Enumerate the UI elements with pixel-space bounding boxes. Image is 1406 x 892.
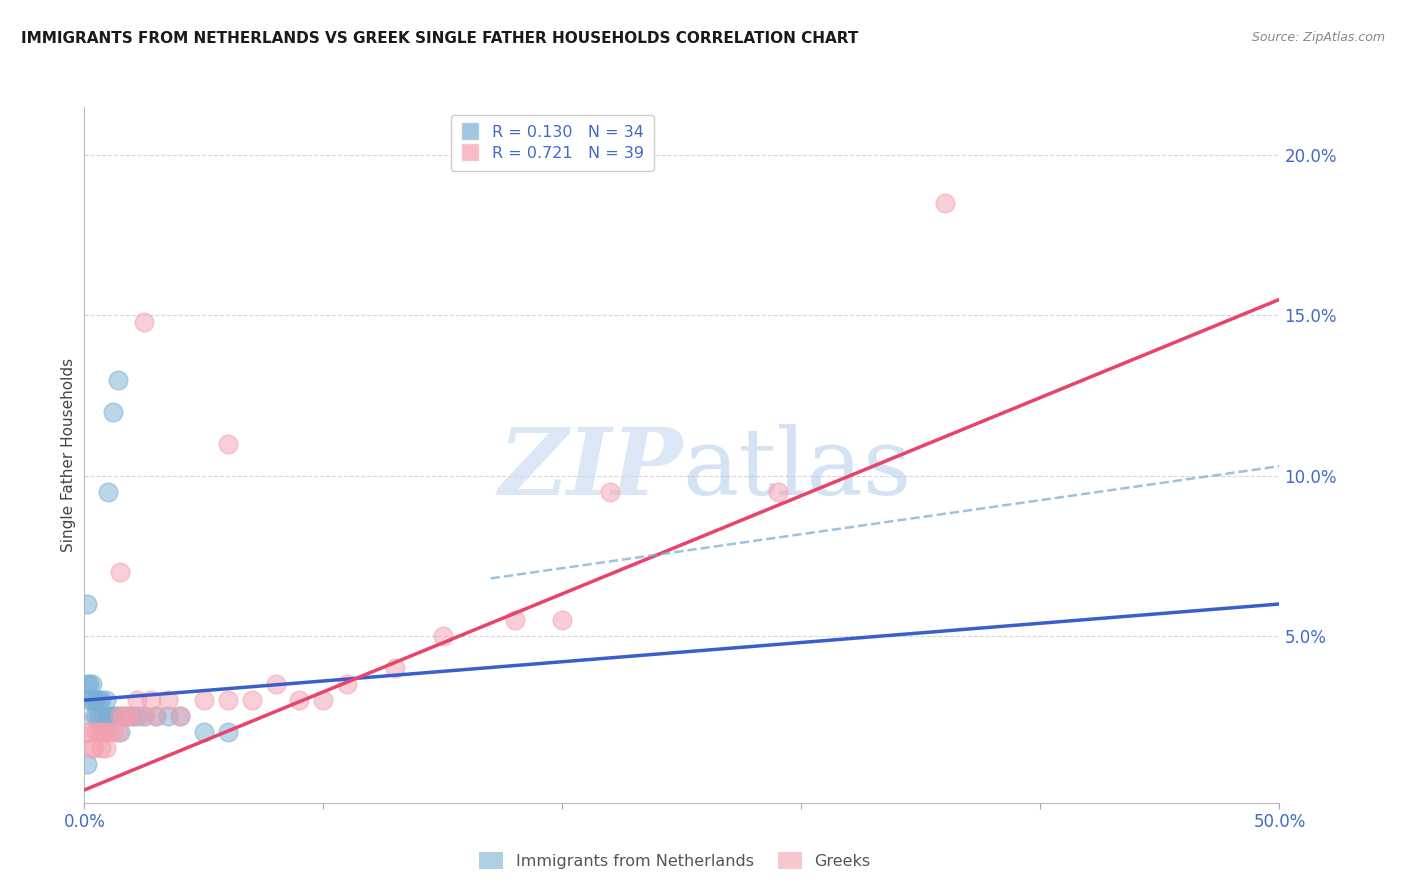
Point: [117, 709, 139, 723]
Point: [169, 709, 191, 723]
Point: [101, 709, 124, 723]
Point: [217, 693, 239, 707]
Point: [76, 677, 98, 691]
Point: [80, 677, 103, 691]
Point: [97, 725, 120, 739]
Point: [141, 693, 163, 707]
Point: [101, 725, 124, 739]
Point: [125, 693, 148, 707]
Point: [94, 693, 117, 707]
Point: [432, 629, 454, 643]
Point: [217, 725, 239, 739]
Point: [87, 725, 110, 739]
Point: [83, 693, 105, 707]
Point: [76, 725, 98, 739]
Point: [503, 613, 526, 627]
Point: [336, 677, 359, 691]
Point: [125, 709, 148, 723]
Point: [77, 693, 100, 707]
Point: [157, 693, 180, 707]
Point: [121, 709, 143, 723]
Legend: Immigrants from Netherlands, Greeks: Immigrants from Netherlands, Greeks: [472, 846, 877, 875]
Point: [132, 709, 156, 723]
Point: [110, 709, 132, 723]
Text: IMMIGRANTS FROM NETHERLANDS VS GREEK SINGLE FATHER HOUSEHOLDS CORRELATION CHART: IMMIGRANTS FROM NETHERLANDS VS GREEK SIN…: [21, 31, 859, 46]
Point: [76, 757, 98, 772]
Point: [97, 709, 120, 723]
Point: [93, 709, 115, 723]
Point: [90, 741, 112, 756]
Point: [93, 725, 115, 739]
Point: [145, 709, 167, 723]
Point: [80, 693, 103, 707]
Point: [90, 693, 112, 707]
Text: atlas: atlas: [682, 424, 911, 514]
Point: [145, 709, 167, 723]
Point: [240, 693, 263, 707]
Point: [86, 725, 108, 739]
Point: [193, 725, 215, 739]
Point: [104, 709, 127, 723]
Point: [80, 741, 103, 756]
Point: [101, 404, 124, 418]
Text: ZIP: ZIP: [498, 424, 682, 514]
Point: [110, 709, 132, 723]
Point: [86, 693, 108, 707]
Y-axis label: Single Father Households: Single Father Households: [60, 358, 76, 552]
Point: [599, 484, 621, 499]
Point: [97, 484, 120, 499]
Point: [312, 693, 335, 707]
Point: [94, 741, 117, 756]
Point: [77, 725, 100, 739]
Point: [83, 709, 105, 723]
Point: [766, 484, 789, 499]
Point: [107, 725, 129, 739]
Point: [93, 725, 115, 739]
Point: [132, 709, 156, 723]
Point: [288, 693, 311, 707]
Point: [121, 709, 143, 723]
Point: [384, 661, 406, 675]
Point: [169, 709, 191, 723]
Point: [87, 693, 110, 707]
Point: [934, 196, 956, 211]
Point: [76, 597, 98, 611]
Point: [111, 709, 134, 723]
Point: [110, 725, 132, 739]
Legend: R = 0.130   N = 34, R = 0.721   N = 39: R = 0.130 N = 34, R = 0.721 N = 39: [451, 115, 654, 170]
Point: [551, 613, 574, 627]
Point: [77, 677, 100, 691]
Point: [110, 565, 132, 579]
Point: [217, 436, 239, 450]
Point: [157, 709, 180, 723]
Text: Source: ZipAtlas.com: Source: ZipAtlas.com: [1251, 31, 1385, 45]
Point: [132, 315, 156, 329]
Point: [193, 693, 215, 707]
Point: [264, 677, 287, 691]
Point: [87, 709, 110, 723]
Point: [83, 741, 105, 756]
Point: [117, 709, 139, 723]
Point: [107, 373, 129, 387]
Point: [86, 709, 108, 723]
